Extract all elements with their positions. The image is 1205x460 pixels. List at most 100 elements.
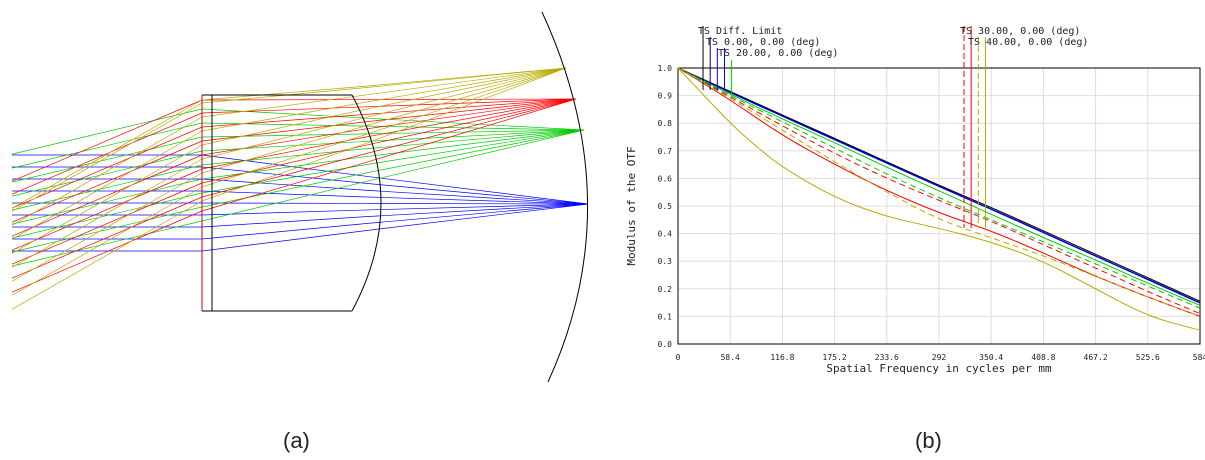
ray — [359, 203, 589, 205]
ray — [201, 133, 370, 188]
ray — [11, 154, 203, 237]
ray — [201, 140, 373, 202]
ray — [365, 129, 585, 135]
ray — [365, 98, 577, 115]
mtf-series-line — [677, 67, 1201, 315]
x-axis-label: Spatial Frequency in cycles per mm — [826, 362, 1052, 375]
ray — [11, 136, 203, 183]
y-tick-label: 0.2 — [658, 285, 673, 294]
ray — [368, 125, 585, 131]
y-axis-label: Modulus of the OTF — [625, 146, 638, 265]
ray — [201, 102, 364, 132]
ray — [371, 67, 567, 142]
ray — [11, 182, 203, 265]
ray — [368, 203, 589, 224]
ray — [362, 67, 567, 119]
ray — [359, 129, 585, 150]
ray — [11, 116, 203, 226]
ray — [368, 98, 577, 154]
ray — [368, 129, 585, 173]
ray — [11, 200, 203, 310]
ray — [11, 99, 203, 209]
ray — [201, 137, 364, 170]
ray — [11, 206, 203, 253]
ray — [11, 130, 203, 240]
x-tick-label: 350.4 — [979, 353, 1003, 362]
x-tick-label: 0 — [676, 353, 681, 362]
ray — [201, 110, 361, 146]
ray — [11, 99, 203, 182]
mtf-series-line — [677, 67, 1201, 302]
mtf-series-line — [677, 67, 1201, 309]
legend-label: TS 40.00, 0.00 (deg) — [968, 37, 1088, 48]
x-tick-label: 525.6 — [1136, 353, 1160, 362]
lens-element — [201, 94, 382, 312]
ray — [11, 164, 203, 211]
ray — [11, 150, 203, 197]
ray — [201, 114, 367, 128]
y-tick-label: 0.3 — [658, 257, 673, 266]
ray — [11, 220, 203, 267]
y-tick-label: 1.0 — [658, 64, 673, 73]
ray — [201, 122, 370, 127]
ray — [365, 189, 589, 205]
x-tick-label: 292 — [932, 353, 947, 362]
ray — [11, 178, 203, 225]
series-layer — [677, 67, 1201, 331]
ray — [201, 106, 370, 114]
y-tick-label: 0.1 — [658, 312, 673, 321]
ray — [201, 144, 367, 184]
legend-markers — [702, 26, 986, 229]
mtf-series-line — [677, 67, 1201, 331]
ray — [362, 129, 585, 142]
ray — [201, 166, 370, 184]
ray — [201, 117, 364, 160]
ray — [368, 98, 577, 108]
mtf-series-line — [677, 67, 1201, 306]
x-tick-label: 233.6 — [875, 353, 899, 362]
axis-ticks: 0 58.4 116.8 175.2 233.6 292 350.4 408.8 467.2 52… — [658, 64, 1205, 362]
ray — [201, 164, 367, 194]
x-tick-label: 408.8 — [1031, 353, 1055, 362]
ray — [365, 98, 577, 146]
ray — [201, 125, 367, 174]
ray — [11, 196, 203, 279]
ray — [11, 158, 203, 268]
ray — [365, 129, 585, 165]
ray — [201, 148, 361, 166]
ray — [201, 229, 373, 252]
ray — [365, 67, 567, 96]
lens-rear-surface — [351, 94, 382, 312]
y-tick-label: 0.6 — [658, 174, 673, 183]
ray — [201, 152, 370, 198]
ray — [368, 67, 567, 134]
y-tick-label: 0.0 — [658, 340, 673, 349]
plot-frame — [677, 67, 1201, 345]
x-tick-label: 58.4 — [721, 353, 740, 362]
ray — [201, 190, 364, 198]
chart-grid — [677, 67, 1201, 345]
ray — [201, 133, 367, 138]
ray — [11, 192, 203, 239]
ray — [368, 67, 567, 88]
y-tick-label: 0.7 — [658, 147, 673, 156]
mtf-series-line — [677, 67, 1201, 304]
ray — [11, 126, 203, 209]
x-tick-label: 175.2 — [823, 353, 847, 362]
ray — [11, 108, 203, 155]
ray — [201, 94, 367, 118]
caption-b: (b) — [915, 428, 942, 453]
ray — [365, 203, 589, 217]
ray — [11, 210, 203, 293]
legend-label: TS 20.00, 0.00 (deg) — [718, 48, 838, 59]
x-tick-label: 116.8 — [770, 353, 794, 362]
ray — [201, 160, 373, 212]
legend-label: TS Diff. Limit — [698, 26, 782, 37]
ray — [201, 172, 370, 208]
ray — [201, 129, 361, 156]
ray — [201, 85, 373, 101]
ray — [201, 154, 373, 178]
ray — [11, 172, 203, 282]
ray — [362, 196, 589, 205]
ray — [371, 176, 589, 205]
